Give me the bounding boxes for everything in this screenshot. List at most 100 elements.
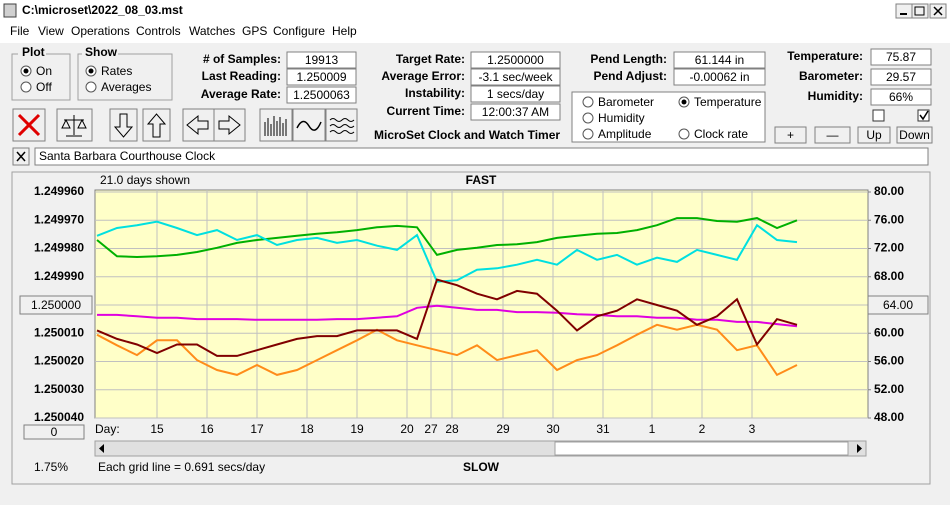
plot-option: Off: [36, 80, 52, 94]
scrollbar-thumb[interactable]: [554, 441, 849, 456]
menu-item[interactable]: Controls: [136, 24, 181, 38]
x-tick-label: 30: [546, 422, 560, 436]
field-box: [470, 68, 561, 86]
y-tick-label: 1.250010: [34, 325, 84, 339]
app-icon: [3, 3, 17, 18]
scroll-left[interactable]: [99, 444, 104, 453]
legend-entry: Humidity: [598, 111, 645, 125]
corner-label: 1.75%: [34, 460, 68, 474]
window-title: C:\microset\2022_08_03.mst: [22, 3, 183, 17]
y-tick-button[interactable]: [19, 295, 93, 315]
field-label: Average Error:: [381, 69, 465, 83]
wave-icon: [296, 120, 322, 131]
plot-group-title: Plot: [22, 45, 45, 59]
offset-button-label: 0: [51, 425, 58, 439]
y2-tick-label: 60.00: [874, 325, 904, 339]
radio[interactable]: [582, 128, 594, 140]
group-title-bg: [82, 47, 118, 59]
y-tick-label: 1.250040: [34, 410, 84, 424]
field-value: 1.2500000: [487, 53, 544, 67]
radio[interactable]: [582, 96, 594, 108]
field-box: [673, 68, 766, 86]
chart: 1.249960 1.249970 1.249980 1.249990 1.250000…: [19, 173, 929, 474]
series-line: [96, 323, 798, 377]
legend-entry: Clock rate: [694, 127, 748, 141]
field-label: Target Rate:: [396, 52, 465, 66]
menu-item[interactable]: File: [10, 24, 30, 38]
radio-dot: [681, 99, 687, 105]
field-box: [470, 103, 561, 121]
menu-item[interactable]: GPS: [242, 24, 267, 38]
menu-item[interactable]: Configure: [273, 24, 325, 38]
x-tick-label: 17: [250, 422, 264, 436]
maximize-glyph: [914, 6, 925, 16]
radio[interactable]: [678, 128, 690, 140]
y-tick-label: 1.249990: [34, 269, 84, 283]
series-line: [97, 304, 798, 328]
checkbox[interactable]: [872, 109, 885, 122]
radio-dot: [23, 68, 29, 74]
days-shown: 21.0 days shown: [100, 173, 190, 187]
menu: File View Operations Controls Watches GPS Conf…: [10, 24, 357, 38]
clock-name-field[interactable]: [34, 147, 929, 166]
field-box: [470, 51, 561, 69]
control-button[interactable]: [896, 126, 933, 144]
y-tick-label: 1.250020: [34, 354, 84, 368]
maximize-button[interactable]: [911, 3, 929, 19]
field-box: [286, 51, 357, 69]
legend-entry: Amplitude: [598, 127, 652, 141]
radio[interactable]: [85, 81, 97, 93]
control-button-label: Down: [899, 128, 930, 142]
x-tick-label: 15: [150, 422, 164, 436]
scroll-right[interactable]: [857, 444, 862, 453]
x-tick-label: 20: [400, 422, 414, 436]
field-label: Temperature:: [787, 49, 863, 63]
radio[interactable]: [20, 81, 32, 93]
control-button[interactable]: [774, 126, 807, 144]
window-buttons[interactable]: [895, 3, 947, 19]
y-tick-label: 1.250030: [34, 382, 84, 396]
close-glyph: [933, 6, 943, 16]
chart-title: FAST: [466, 173, 497, 187]
y2-tick-label: 68.00: [874, 269, 904, 283]
menu-item[interactable]: View: [38, 24, 64, 38]
radio-dot: [88, 68, 94, 74]
y2-tick-button-label: 64.00: [883, 298, 913, 312]
up-arrow: [146, 113, 167, 138]
menu-item[interactable]: Operations: [71, 24, 130, 38]
y2-tick-label: 48.00: [874, 410, 904, 424]
series-line: [96, 278, 798, 357]
field-label: Instability:: [405, 86, 465, 100]
x-tick-label: 28: [445, 422, 459, 436]
field-value: 1 secs/day: [487, 87, 544, 101]
plot-option: On: [36, 64, 52, 78]
field-label: Average Rate:: [201, 87, 281, 101]
legend-box: [571, 91, 766, 143]
field-box: [286, 68, 357, 86]
field-label: Pend Adjust:: [593, 69, 667, 83]
menu-item[interactable]: Help: [332, 24, 357, 38]
y-tick-label: 1.249970: [34, 212, 84, 226]
y2-tick-label: 52.00: [874, 382, 904, 396]
radio[interactable]: [582, 112, 594, 124]
field-box: [470, 85, 561, 103]
toolbar: [12, 108, 358, 142]
field-value: 61.144 in: [695, 53, 744, 67]
offset-button[interactable]: [23, 424, 85, 440]
x-label: Day:: [95, 422, 120, 436]
minimize-button[interactable]: [895, 3, 913, 19]
show-group-title: Show: [85, 45, 118, 59]
y2-tick-button[interactable]: [867, 295, 929, 315]
left-button[interactable]: [182, 108, 215, 142]
down-arrow: [113, 113, 134, 138]
control-button[interactable]: [857, 126, 891, 144]
control-button[interactable]: [814, 126, 851, 144]
show-option: Averages: [101, 80, 151, 94]
app-title: MicroSet Clock and Watch Timer: [374, 128, 560, 142]
checkbox[interactable]: [917, 109, 930, 122]
series-line: [96, 220, 798, 283]
y2-tick-label: 56.00: [874, 354, 904, 368]
field-box: [286, 86, 357, 104]
menu-item[interactable]: Watches: [189, 24, 235, 38]
